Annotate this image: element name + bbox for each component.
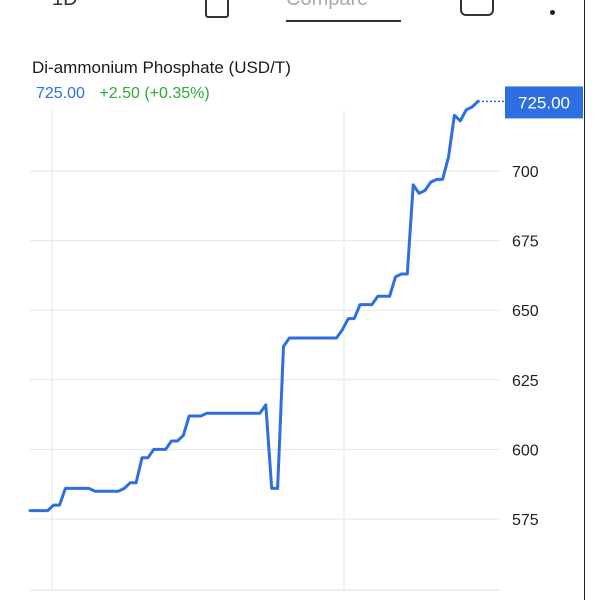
y-tick-label: 675 [512,234,539,251]
y-tick-label: 625 [512,373,539,390]
compare-input[interactable]: Compare [286,0,401,22]
current-price: 725.00 [36,85,85,102]
right-border [584,0,585,600]
toolbar: 1D Compare [0,0,600,24]
fullscreen-icon[interactable] [460,0,494,16]
y-tick-label: 600 [512,442,539,459]
last-price-badge [505,86,583,119]
more-icon[interactable] [550,10,555,15]
price-row: 725.00 +2.50 (+0.35%) [36,85,210,103]
chart-type-icon[interactable] [205,0,229,18]
y-tick-label: 650 [512,303,539,320]
y-tick-label: 700 [512,164,539,181]
last-price-label: 725.00 [518,93,570,112]
y-tick-label: 575 [512,512,539,529]
price-line [28,99,480,513]
price-change: +2.50 (+0.35%) [99,85,210,102]
chart-title: Di-ammonium Phosphate (USD/T) [32,58,291,77]
period-selector[interactable]: 1D [52,0,78,11]
